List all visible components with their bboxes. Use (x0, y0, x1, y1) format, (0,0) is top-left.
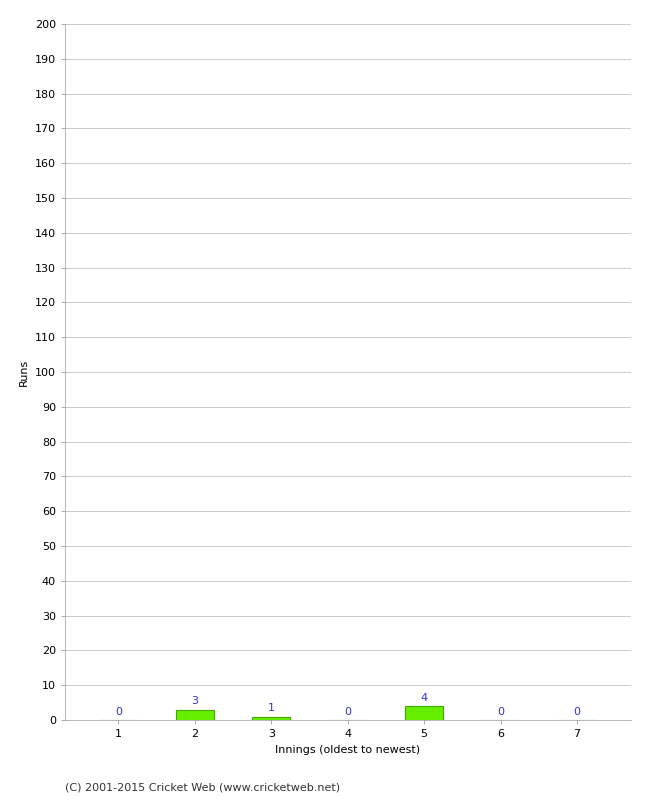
Text: 4: 4 (421, 693, 428, 702)
Text: (C) 2001-2015 Cricket Web (www.cricketweb.net): (C) 2001-2015 Cricket Web (www.cricketwe… (65, 782, 340, 793)
Text: 3: 3 (191, 696, 198, 706)
Y-axis label: Runs: Runs (20, 358, 29, 386)
Text: 0: 0 (573, 706, 580, 717)
Bar (176, 710, 214, 720)
Bar (252, 717, 291, 720)
Text: 0: 0 (344, 706, 351, 717)
Text: 0: 0 (497, 706, 504, 717)
X-axis label: Innings (oldest to newest): Innings (oldest to newest) (275, 745, 421, 754)
Bar (405, 706, 443, 720)
Text: 0: 0 (115, 706, 122, 717)
Text: 1: 1 (268, 703, 275, 713)
